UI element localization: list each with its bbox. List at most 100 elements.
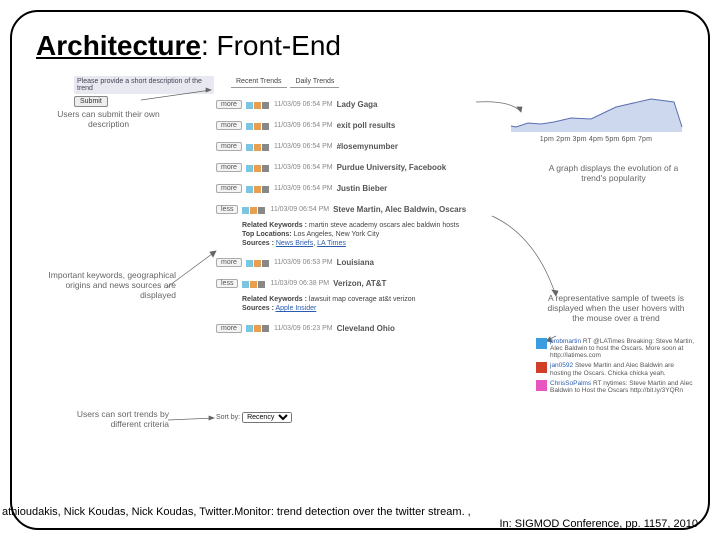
table-row[interactable]: more 11/03/09 06:54 PM Justin Bieber: [216, 178, 516, 199]
timestamp: 11/03/09 06:53 PM: [274, 259, 333, 266]
tweet-item: probmartin RT @LATimes Breaking: Steve M…: [536, 338, 694, 359]
detail-loc-label: Top Locations:: [242, 231, 292, 238]
chart-icon: [262, 186, 269, 193]
twitter-icon: [246, 165, 253, 172]
detail-kw: lawsuit map coverage at&t verizon: [309, 296, 416, 303]
timestamp: 11/03/09 06:54 PM: [274, 122, 333, 129]
chart-icon: [262, 102, 269, 109]
twitter-icon: [246, 144, 253, 151]
row-icons: [246, 258, 270, 267]
twitter-icon: [246, 260, 253, 267]
annotation-graph: A graph displays the evolution of a tren…: [546, 164, 681, 184]
table-row[interactable]: more 11/03/09 06:54 PM Lady Gaga: [216, 94, 516, 115]
source-link[interactable]: News Briefs: [276, 240, 313, 247]
expand-button[interactable]: more: [216, 163, 242, 172]
figure-area: Please provide a short description of th…: [36, 76, 684, 456]
tweet-user[interactable]: ChrisSoPalms: [550, 380, 591, 387]
detail-kw-label: Related Keywords :: [242, 222, 307, 229]
expand-button[interactable]: more: [216, 258, 242, 267]
chart-icon: [262, 144, 269, 151]
table-row[interactable]: less 11/03/09 06:38 PM Verizon, AT&T: [216, 273, 516, 294]
twitter-icon: [242, 207, 249, 214]
detail-src-label: Sources :: [242, 305, 274, 312]
row-icons: [246, 163, 270, 172]
trend-name: Louisiana: [337, 258, 374, 267]
detail-kw: martin steve academy oscars alec baldwin…: [309, 222, 459, 229]
twitter-icon: [246, 102, 253, 109]
chart-icon: [262, 325, 269, 332]
table-row[interactable]: less 11/03/09 06:54 PM Steve Martin, Ale…: [216, 199, 516, 220]
table-row[interactable]: more 11/03/09 06:53 PM Louisiana: [216, 252, 516, 273]
timestamp: 11/03/09 06:54 PM: [274, 185, 333, 192]
row-icons: [242, 279, 266, 288]
avatar: [536, 338, 547, 349]
graph-xlabels: 1pm 2pm 3pm 4pm 5pm 6pm 7pm: [506, 136, 686, 143]
row-icons: [246, 142, 270, 151]
annotation-keywords: Important keywords, geographical origins…: [41, 271, 176, 300]
table-row[interactable]: more 11/03/09 06:54 PM Purdue University…: [216, 157, 516, 178]
twitter-icon: [246, 186, 253, 193]
annotation-sort: Users can sort trends by different crite…: [54, 410, 169, 430]
expand-button[interactable]: more: [216, 142, 242, 151]
timestamp: 11/03/09 06:23 PM: [274, 325, 333, 332]
tweet-sample-list: probmartin RT @LATimes Breaking: Steve M…: [536, 338, 694, 397]
pencil-icon: [250, 207, 257, 214]
expand-button[interactable]: more: [216, 324, 242, 333]
tweet-item: ChrisSoPalms RT nytimes: Steve Martin an…: [536, 380, 694, 394]
tabs: Recent Trends Daily Trends: [231, 76, 341, 88]
collapse-button[interactable]: less: [216, 205, 238, 214]
row-icons: [246, 121, 270, 130]
pencil-icon: [254, 144, 261, 151]
detail-block: Related Keywords : martin steve academy …: [242, 222, 516, 248]
timestamp: 11/03/09 06:54 PM: [274, 143, 333, 150]
twitter-icon: [246, 123, 253, 130]
chart-icon: [262, 165, 269, 172]
avatar: [536, 362, 547, 373]
popularity-graph: 1pm 2pm 3pm 4pm 5pm 6pm 7pm: [506, 90, 686, 148]
tweet-text: ChrisSoPalms RT nytimes: Steve Martin an…: [550, 380, 694, 394]
trend-name: exit poll results: [337, 121, 396, 130]
tab-recent[interactable]: Recent Trends: [231, 76, 287, 88]
source-link[interactable]: LA Times: [317, 240, 346, 247]
timestamp: 11/03/09 06:38 PM: [270, 280, 329, 287]
citation-line2: In: SIGMOD Conference, pp. 1157, 2010: [0, 518, 698, 530]
table-row[interactable]: more 11/03/09 06:54 PM exit poll results: [216, 115, 516, 136]
trend-name: Purdue University, Facebook: [337, 163, 447, 172]
pencil-icon: [254, 165, 261, 172]
pencil-icon: [254, 186, 261, 193]
tweet-text: jan0592 Steve Martin and Alec Baldwin ar…: [550, 362, 694, 376]
sort-select[interactable]: Recency: [242, 412, 292, 423]
expand-button[interactable]: more: [216, 100, 242, 109]
annotation-sample: A representative sample of tweets is dis…: [546, 294, 686, 323]
expand-button[interactable]: more: [216, 184, 242, 193]
expand-button[interactable]: more: [216, 121, 242, 130]
table-row[interactable]: more 11/03/09 06:23 PM Cleveland Ohio: [216, 318, 516, 339]
trend-name: #losemynumber: [337, 142, 398, 151]
citation: athioudakis, Nick Koudas, Nick Koudas, T…: [0, 506, 698, 530]
tweet-user[interactable]: jan0592: [550, 362, 573, 369]
citation-line1: athioudakis, Nick Koudas, Nick Koudas, T…: [0, 506, 698, 518]
trend-name: Justin Bieber: [337, 184, 388, 193]
pencil-icon: [254, 325, 261, 332]
tweet-item: jan0592 Steve Martin and Alec Baldwin ar…: [536, 362, 694, 376]
tweet-user[interactable]: probmartin: [550, 338, 581, 345]
chart-icon: [262, 123, 269, 130]
avatar: [536, 380, 547, 391]
tab-daily[interactable]: Daily Trends: [290, 76, 339, 88]
row-icons: [246, 100, 270, 109]
submit-button[interactable]: Submit: [74, 96, 108, 107]
collapse-button[interactable]: less: [216, 279, 238, 288]
twitter-icon: [242, 281, 249, 288]
trend-name: Steve Martin, Alec Baldwin, Oscars: [333, 205, 466, 214]
chart-icon: [262, 260, 269, 267]
detail-block: Related Keywords : lawsuit map coverage …: [242, 296, 516, 314]
table-row[interactable]: more 11/03/09 06:54 PM #losemynumber: [216, 136, 516, 157]
source-link[interactable]: Apple Insider: [275, 305, 316, 312]
sort-row: Sort by: Recency: [216, 412, 292, 423]
timestamp: 11/03/09 06:54 PM: [274, 101, 333, 108]
submit-label: Please provide a short description of th…: [74, 76, 214, 94]
timestamp: 11/03/09 06:54 PM: [274, 164, 333, 171]
trend-list: more 11/03/09 06:54 PM Lady Gaga more 11…: [216, 94, 516, 339]
annotation-submit: Users can submit their own description: [51, 110, 166, 130]
submit-panel: Please provide a short description of th…: [74, 76, 214, 107]
